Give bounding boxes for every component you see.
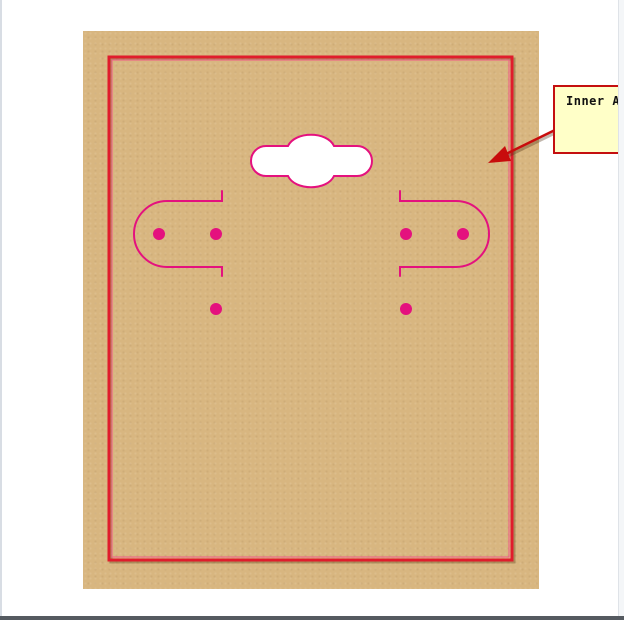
inner-area-border[interactable] bbox=[107, 55, 514, 562]
right-tab-hole-outer bbox=[457, 228, 469, 240]
left-lower-hole bbox=[210, 303, 222, 315]
left-tab-hole-outer bbox=[153, 228, 165, 240]
right-ear-tab-outline bbox=[399, 190, 490, 277]
right-lower-hole bbox=[400, 303, 412, 315]
earring-card bbox=[83, 31, 539, 589]
callout-box[interactable]: Inner Are bbox=[553, 85, 624, 154]
window-bottom-bar bbox=[0, 616, 624, 620]
inner-area-border-shadow bbox=[109, 57, 516, 564]
window-right-edge bbox=[618, 0, 624, 620]
callout-label: Inner Are bbox=[566, 94, 624, 108]
inner-area-border-inner bbox=[111, 59, 510, 558]
window-left-border bbox=[0, 0, 2, 620]
card-artwork bbox=[107, 55, 516, 564]
left-tab-hole-inner bbox=[210, 228, 222, 240]
right-tab-hole-inner bbox=[400, 228, 412, 240]
hang-hole-shape[interactable] bbox=[250, 133, 373, 189]
left-ear-tab-outline bbox=[133, 190, 223, 277]
